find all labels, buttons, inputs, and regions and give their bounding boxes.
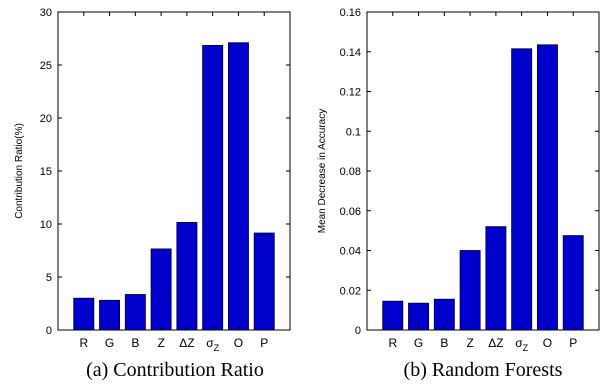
bar-a-1 [99,299,121,331]
x-category-label: B [131,336,139,350]
y-axis-label-b: Mean Decrease in Accuracy [317,109,328,234]
x-category-label: R [388,336,397,350]
y-tick-label: 0 [355,325,361,337]
y-tick-label: 0.04 [340,246,361,258]
x-category-label: G [105,336,114,350]
bar-b-6 [536,44,558,331]
x-category-label: O [543,336,552,350]
y-tick-label: 0.06 [340,206,361,218]
y-tick-label: 0.14 [340,47,361,59]
x-category-label: G [414,336,423,350]
bar-a-7 [253,232,275,331]
bar-b-4 [485,226,507,331]
bar-a-2 [124,294,146,331]
bar-b-0 [382,300,404,331]
x-category-label: Z [466,336,473,350]
y-tick-label: 0 [46,325,52,337]
y-tick-label: 0.02 [340,285,361,297]
bar-a-6 [227,42,249,331]
x-category-label: σZ [515,336,528,353]
caption-b: (b) Random Forests [404,359,563,381]
x-category-label: R [79,336,88,350]
y-tick-label: 0.12 [340,87,361,99]
y-tick-label: 30 [40,7,52,19]
y-tick-label: 0.08 [340,166,361,178]
x-category-label: Z [157,336,164,350]
y-tick-label: 5 [46,272,52,284]
bar-b-5 [511,48,533,331]
x-category-label: P [260,336,268,350]
x-category-label: ΔZ [179,336,194,350]
x-category-label: P [569,336,577,350]
y-axis-label-a: Contribution Ratio(%) [14,123,25,219]
y-tick-label: 15 [40,166,52,178]
bar-a-0 [73,297,95,331]
y-tick-label: 10 [40,219,52,231]
bar-b-1 [408,302,430,331]
x-category-label: ΔZ [488,336,503,350]
bar-b-3 [459,250,481,331]
chart-random-forests: 0 0.02 0.04 0.06 0.08 0.1 0.12 0.14 0.16 R G B Z ΔZ σ… [317,7,600,381]
y-tick-label: 25 [40,60,52,72]
bar-a-3 [150,248,172,331]
bar-b-2 [433,298,455,331]
x-category-label: B [440,336,448,350]
x-category-label: σZ [206,336,219,353]
bar-a-4 [176,222,198,331]
y-tick-label: 0.1 [346,126,361,138]
chart-contribution-ratio: 0 5 10 15 20 25 30 R G B Z ΔZ σZ O P Contribution Rat… [14,7,291,381]
caption-a: (a) Contribution Ratio [86,359,264,381]
bar-b-7 [562,235,584,331]
y-tick-label: 20 [40,113,52,125]
x-category-label: O [234,336,243,350]
bar-a-5 [202,44,224,331]
y-tick-label: 0.16 [340,7,361,19]
